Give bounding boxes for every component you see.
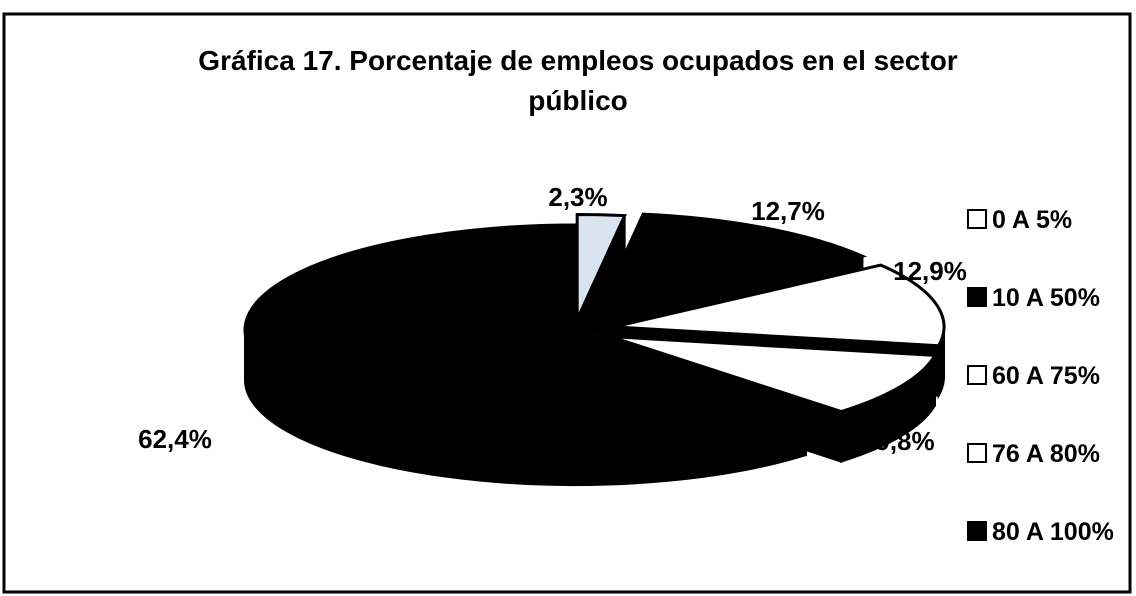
data-label: 2,3% — [548, 182, 607, 212]
legend-label: 60 A 75% — [992, 362, 1100, 390]
legend-swatch — [967, 287, 987, 307]
legend-item: 0 A 5% — [967, 206, 1072, 234]
data-label: 9,8% — [875, 426, 934, 456]
legend: 0 A 5% 10 A 50% 60 A 75% 76 A 80% 80 A 100% — [967, 206, 1114, 546]
legend-item: 76 A 80% — [967, 440, 1100, 468]
legend-item: 80 A 100% — [967, 518, 1114, 546]
pie-slice-0-a-5- — [575, 213, 627, 321]
data-labels: 2,3% 12,7% 12,9% 9,8% 62,4% — [138, 182, 967, 456]
pie-slice-80-a-100- — [243, 223, 811, 437]
pie-slice-76-a-80- — [609, 335, 938, 414]
legend-swatch — [967, 209, 987, 229]
pie-slice-60-a-75- — [613, 263, 946, 348]
legend-swatch — [967, 521, 987, 541]
chart-title-line-1: Gráfica 17. Porcentaje de empleos ocupad… — [198, 45, 958, 76]
chart-title-line-2: público — [528, 85, 628, 116]
legend-item: 60 A 75% — [967, 362, 1100, 390]
pie-slice-10-a-50- — [593, 212, 868, 321]
legend-label: 0 A 5% — [992, 206, 1072, 234]
data-label: 62,4% — [138, 424, 212, 454]
legend-label: 80 A 100% — [992, 518, 1114, 546]
legend-label: 76 A 80% — [992, 440, 1100, 468]
legend-swatch — [967, 365, 987, 385]
legend-item: 10 A 50% — [967, 284, 1100, 312]
data-label: 12,7% — [751, 196, 825, 226]
data-label: 12,9% — [893, 256, 967, 286]
legend-swatch — [967, 443, 987, 463]
pie-slices — [243, 212, 946, 486]
legend-label: 10 A 50% — [992, 284, 1100, 312]
